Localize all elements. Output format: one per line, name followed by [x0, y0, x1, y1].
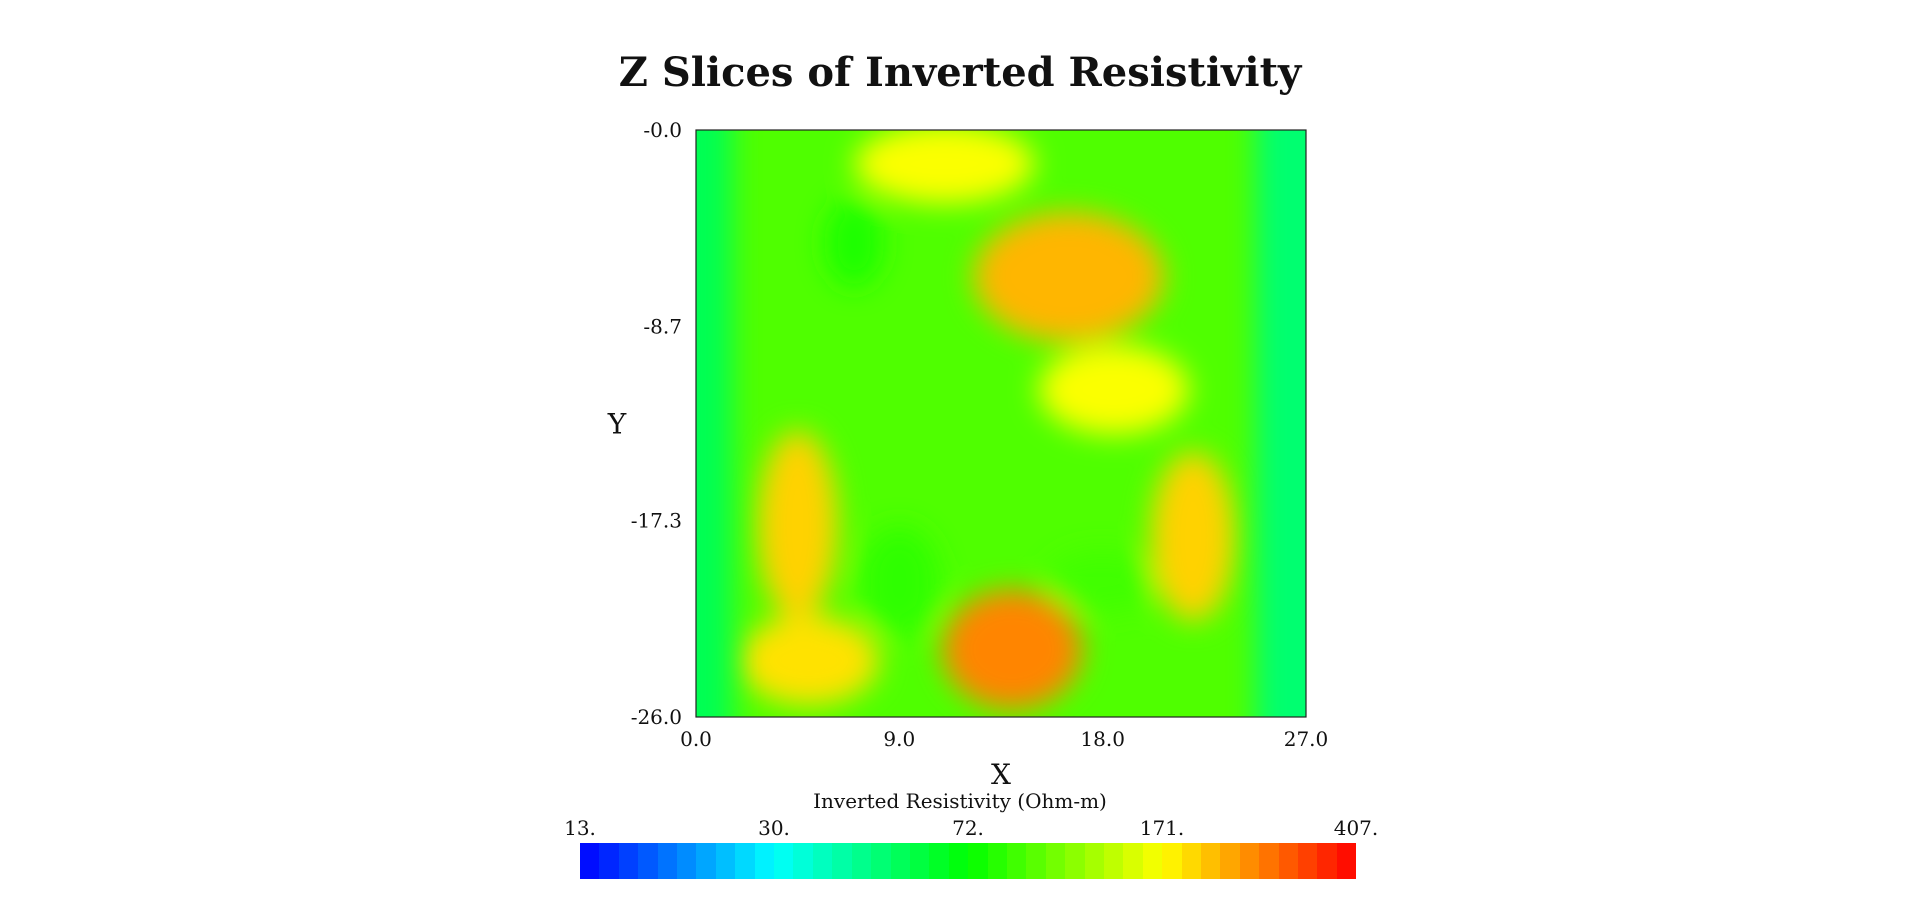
colorbar-segment: [1006, 843, 1027, 879]
x-axis-label: X: [991, 758, 1011, 791]
heatmap-anomaly: [824, 197, 885, 288]
colorbar-segment: [793, 843, 813, 879]
chart-title: Z Slices of Inverted Resistivity: [618, 49, 1302, 96]
y-tick-label: -17.3: [631, 509, 682, 533]
heatmap-edge-band: [696, 130, 733, 717]
heatmap-anomaly: [1038, 344, 1189, 435]
y-axis-label: Y: [607, 408, 627, 441]
colorbar-tick-label: 407.: [1333, 816, 1379, 840]
heatmap-anomaly: [1047, 551, 1158, 612]
colorbar-segment: [1239, 843, 1260, 879]
colorbar-segment: [618, 843, 639, 879]
colorbar-segment: [1026, 843, 1046, 879]
colorbar: [580, 843, 1357, 879]
x-tick-label: 27.0: [1284, 727, 1329, 751]
colorbar-segment: [735, 843, 755, 879]
colorbar-segment: [1045, 843, 1066, 879]
colorbar-segment: [890, 843, 910, 879]
colorbar-segment: [1084, 843, 1104, 879]
colorbar-segment: [1278, 843, 1299, 879]
colorbar-tick-label: 72.: [952, 816, 984, 840]
colorbar-segment: [580, 843, 600, 879]
heatmap-field: [696, 130, 1306, 717]
colorbar-segment: [1123, 843, 1143, 879]
heatmap-anomaly: [757, 430, 838, 621]
heatmap-anomaly: [854, 130, 1035, 204]
heatmap-anomaly: [859, 526, 940, 637]
colorbar-segment: [715, 843, 736, 879]
colorbar-segment: [1201, 843, 1221, 879]
y-tick-label: -26.0: [631, 705, 682, 729]
x-tick-label: 9.0: [883, 727, 915, 751]
colorbar-segment: [657, 843, 678, 879]
colorbar-tick-label: 30.: [758, 816, 790, 840]
colorbar-segment: [696, 843, 716, 879]
y-tick-label: -0.0: [643, 118, 682, 142]
colorbar-segment: [948, 843, 969, 879]
heatmap-anomaly: [973, 211, 1164, 342]
heatmap-anomaly: [942, 589, 1083, 710]
heatmap-anomaly: [738, 615, 879, 706]
colorbar-segment: [1317, 843, 1337, 879]
colorbar-label: Inverted Resistivity (Ohm-m): [813, 789, 1107, 813]
colorbar-segment: [929, 843, 949, 879]
colorbar-segment: [1162, 843, 1182, 879]
colorbar-segment: [832, 843, 852, 879]
colorbar-segment: [754, 843, 775, 879]
chart-plot: 0.0 9.0 18.0 27.0 -0.0 -8.7 -17.3 -26.0 X Y: [607, 118, 1329, 791]
colorbar-segment: [774, 843, 794, 879]
colorbar-segment: [987, 843, 1007, 879]
colorbar-segment: [1142, 843, 1163, 879]
colorbar-segment: [1336, 843, 1357, 879]
colorbar-segment: [1181, 843, 1201, 879]
colorbar-segment: [638, 843, 658, 879]
colorbar-segment: [677, 843, 697, 879]
heatmap-anomaly: [1151, 451, 1236, 622]
colorbar-segment: [851, 843, 872, 879]
colorbar-tick-label: 13.: [564, 816, 596, 840]
x-tick-label: 18.0: [1080, 727, 1125, 751]
colorbar-segment: [1220, 843, 1240, 879]
plot-frame: [695, 129, 1307, 718]
heatmap-edge-band: [1256, 130, 1306, 717]
colorbar-segment: [909, 843, 930, 879]
colorbar-tick-label: 171.: [1139, 816, 1185, 840]
colorbar-segment: [599, 843, 619, 879]
y-tick-label: -8.7: [643, 314, 682, 338]
colorbar-segment: [1065, 843, 1085, 879]
colorbar-segment: [812, 843, 833, 879]
colorbar-segment: [968, 843, 988, 879]
colorbar-segment: [1103, 843, 1124, 879]
colorbar-segment: [871, 843, 891, 879]
x-tick-label: 0.0: [680, 727, 712, 751]
colorbar-segment: [1259, 843, 1279, 879]
colorbar-segment: [1298, 843, 1318, 879]
axes: 0.0 9.0 18.0 27.0 -0.0 -8.7 -17.3 -26.0 X Y: [607, 118, 1329, 791]
